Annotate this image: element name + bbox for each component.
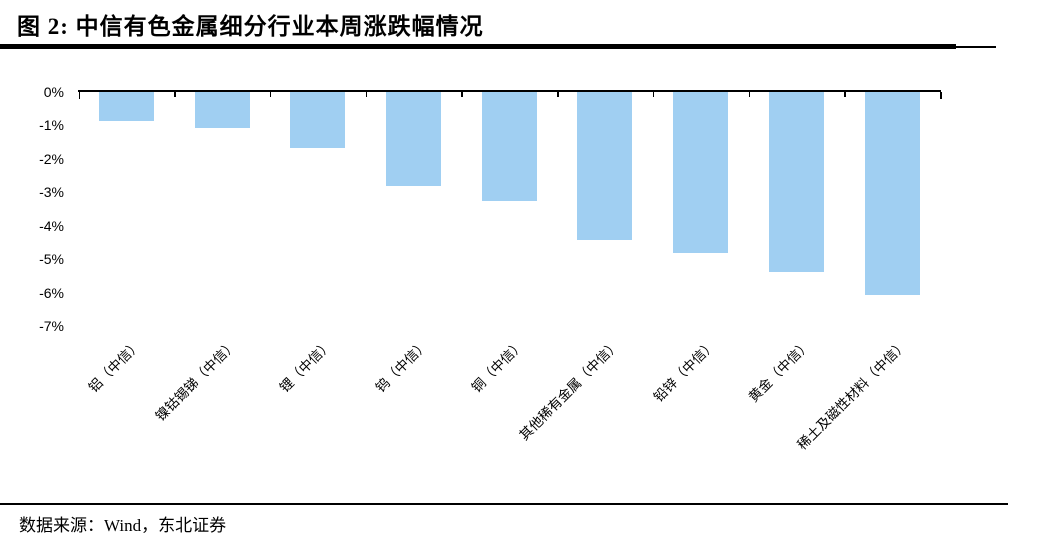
x-axis-label: 铜（中信） — [468, 337, 527, 396]
axis-tick — [940, 92, 942, 99]
y-axis-label: -5% — [39, 251, 64, 268]
bar — [673, 92, 729, 253]
axis-tick — [461, 92, 463, 97]
x-axis-label: 锂（中信） — [277, 337, 336, 396]
figure-title: 图 2: 中信有色金属细分行业本周涨跌幅情况 — [17, 14, 484, 39]
x-axis-label: 铅锌（中信） — [650, 337, 719, 405]
bar — [98, 92, 154, 121]
footer-divider — [0, 503, 1008, 505]
x-axis-label: 其他稀有金属（中信） — [516, 337, 623, 444]
bar — [290, 92, 346, 148]
bar — [386, 92, 442, 186]
y-axis-label: -6% — [39, 284, 64, 301]
title-divider-thick — [0, 44, 956, 49]
y-axis-label: 0% — [43, 84, 64, 100]
x-axis-label: 钨（中信） — [372, 337, 432, 396]
axis-tick — [365, 92, 368, 97]
data-source: 数据来源：Wind，东北证券 — [19, 516, 227, 535]
axis-tick — [557, 92, 559, 97]
axis-tick — [844, 92, 846, 97]
x-axis-label: 铝（中信） — [85, 337, 144, 396]
x-axis-label: 稀土及磁性材料（中信） — [794, 337, 910, 453]
axis-tick — [748, 92, 751, 97]
bar — [768, 92, 824, 272]
y-axis-label: -1% — [39, 117, 64, 134]
y-axis-label: -4% — [39, 217, 64, 234]
axis-tick — [174, 92, 176, 97]
bar — [481, 92, 537, 201]
title-divider-thin — [956, 46, 996, 48]
y-axis-label: -3% — [39, 184, 64, 201]
axis-tick — [269, 92, 272, 97]
axis-tick — [78, 92, 80, 99]
axis-tick — [652, 92, 655, 97]
x-axis-label: 黄金（中信） — [746, 337, 815, 405]
bar — [864, 92, 920, 295]
y-axis-label: -7% — [39, 318, 64, 334]
bar — [194, 92, 250, 128]
y-axis-label: -2% — [39, 150, 64, 167]
x-axis-line — [77, 90, 941, 92]
x-axis-label: 镍钴锡锑（中信） — [152, 337, 240, 424]
bar — [577, 92, 633, 240]
